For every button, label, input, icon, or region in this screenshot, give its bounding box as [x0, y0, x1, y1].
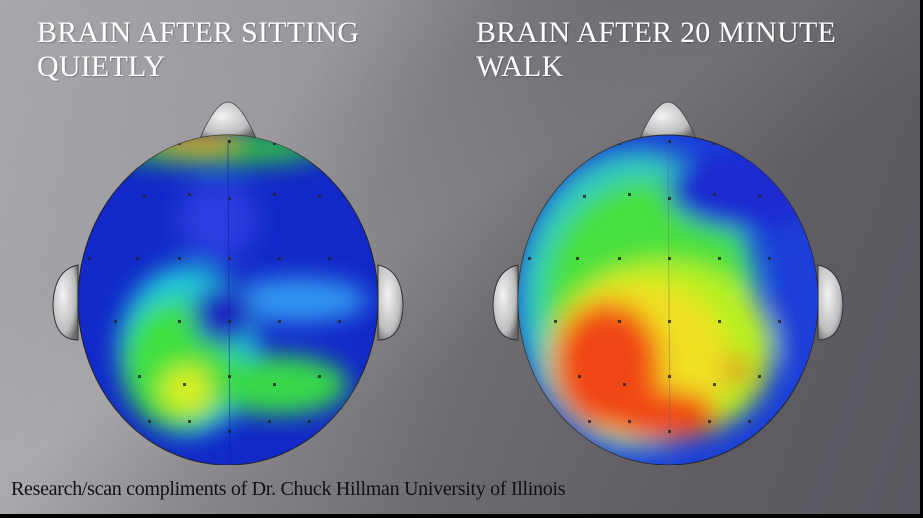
- nose-shape: [199, 101, 257, 139]
- title-line: BRAIN AFTER SITTING: [37, 16, 360, 49]
- left-ear: [492, 264, 519, 341]
- title-line: WALK: [476, 50, 564, 83]
- panel-title-sitting: BRAIN AFTER SITTING QUIETLY: [37, 16, 359, 84]
- brain-scan-walk: [488, 100, 848, 465]
- right-ear: [377, 264, 404, 341]
- brain-heatmap-image: [52, 101, 404, 465]
- right-ear: [817, 264, 844, 341]
- brain-heatmap-image: [492, 101, 844, 465]
- title-line: BRAIN AFTER 20 MINUTE: [476, 16, 837, 49]
- brain-scan-sitting: [48, 100, 408, 465]
- panel-title-walk: BRAIN AFTER 20 MINUTE WALK: [476, 16, 836, 84]
- title-line: QUIETLY: [37, 50, 166, 83]
- credit-caption: Research/scan compliments of Dr. Chuck H…: [11, 478, 566, 500]
- nose-shape: [639, 101, 697, 139]
- left-ear: [52, 264, 79, 341]
